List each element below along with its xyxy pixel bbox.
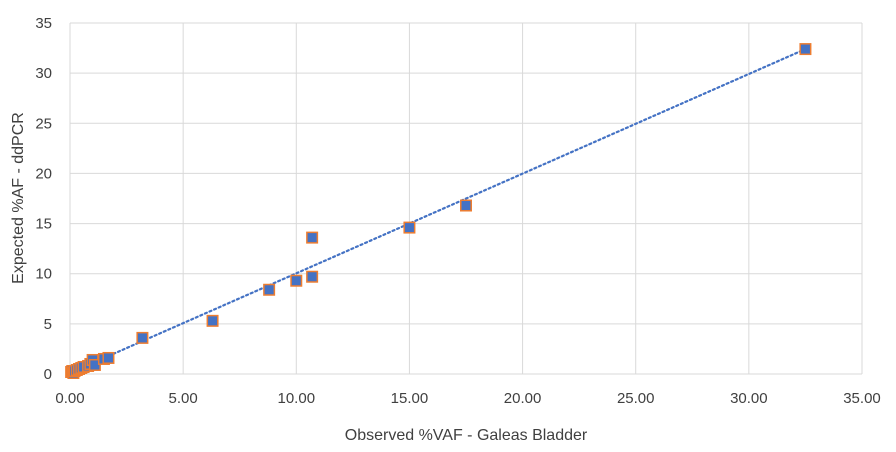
data-point-inner-marker bbox=[404, 223, 414, 233]
data-point bbox=[403, 221, 416, 234]
data-point-inner-marker bbox=[291, 276, 301, 286]
data-point bbox=[306, 231, 319, 244]
data-point bbox=[290, 274, 303, 287]
data-point-inner-marker bbox=[800, 44, 810, 54]
data-point-inner-marker bbox=[90, 360, 100, 370]
data-point bbox=[88, 358, 101, 371]
x-axis-title: Observed %VAF - Galeas Bladder bbox=[345, 427, 588, 444]
data-point-inner-marker bbox=[264, 285, 274, 295]
data-points bbox=[65, 43, 812, 379]
y-tick-label: 20 bbox=[35, 165, 52, 182]
data-point bbox=[206, 314, 219, 327]
data-point bbox=[799, 43, 812, 56]
y-tick-label: 0 bbox=[44, 366, 52, 383]
y-tick-label: 35 bbox=[35, 15, 52, 32]
data-point bbox=[263, 283, 276, 296]
y-tick-label: 5 bbox=[44, 316, 52, 333]
y-axis-tick-labels: 0 5 10 15 20 25 30 35 bbox=[35, 15, 52, 383]
data-point bbox=[460, 199, 472, 212]
y-axis-title: Expected %AF - ddPCR bbox=[10, 112, 27, 284]
trendline bbox=[71, 47, 807, 374]
y-tick-label: 30 bbox=[35, 65, 52, 82]
x-axis-tick-labels: 0.00 5.00 10.00 15.00 20.00 25.00 30.00 35.00 bbox=[55, 390, 880, 407]
data-point-inner-marker bbox=[307, 233, 317, 243]
data-point-inner-marker bbox=[103, 353, 113, 363]
y-tick-label: 25 bbox=[35, 115, 52, 132]
x-tick-label: 0.00 bbox=[55, 390, 84, 407]
x-tick-label: 20.00 bbox=[504, 390, 542, 407]
gridlines bbox=[69, 22, 863, 375]
y-tick-label: 15 bbox=[35, 216, 52, 233]
data-point-inner-marker bbox=[208, 316, 218, 326]
x-tick-label: 30.00 bbox=[730, 390, 768, 407]
x-tick-label: 5.00 bbox=[169, 390, 198, 407]
data-point bbox=[136, 331, 149, 344]
data-point bbox=[102, 351, 115, 364]
data-point-inner-marker bbox=[461, 201, 471, 211]
trendline-layer bbox=[71, 47, 807, 374]
y-tick-label: 10 bbox=[35, 266, 52, 283]
x-tick-label: 15.00 bbox=[391, 390, 429, 407]
x-tick-label: 35.00 bbox=[843, 390, 881, 407]
data-point-inner-marker bbox=[307, 272, 317, 282]
data-point-inner-marker bbox=[137, 333, 147, 343]
x-tick-label: 10.00 bbox=[278, 390, 316, 407]
x-tick-label: 25.00 bbox=[617, 390, 655, 407]
data-point bbox=[306, 270, 319, 283]
